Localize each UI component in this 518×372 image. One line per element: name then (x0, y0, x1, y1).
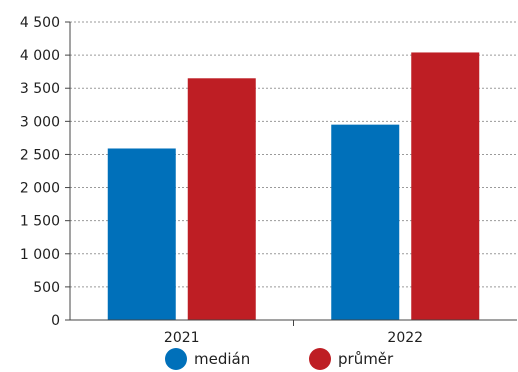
y-tick-label: 2 500 (20, 147, 60, 163)
bar-medián-2021 (107, 148, 176, 320)
legend-label-průměr: průměr (338, 350, 394, 368)
bar-průměr-2021 (187, 78, 256, 321)
bars-layer (107, 52, 480, 321)
legend-marker-průměr (309, 348, 331, 370)
y-tick-label: 2 000 (20, 181, 60, 197)
legend: medián průměr (165, 348, 394, 370)
x-tick-labels: 2021 2022 (164, 330, 423, 346)
bar-medián-2022 (331, 124, 400, 321)
y-tick-label: 3 000 (20, 114, 60, 130)
axes-layer (65, 21, 517, 326)
y-tick-labels: 0 500 1 000 1 500 2 000 2 500 3 000 3 500 4 000 4… (20, 15, 60, 329)
legend-label-medián: medián (194, 350, 250, 368)
y-tick-label: 1 000 (20, 247, 60, 263)
x-tick-label: 2022 (387, 330, 423, 346)
y-tick-label: 0 (51, 313, 60, 329)
y-tick-label: 4 500 (20, 15, 60, 31)
x-tick-label: 2021 (164, 330, 200, 346)
legend-marker-medián (165, 348, 187, 370)
y-tick-label: 4 000 (20, 48, 60, 64)
y-tick-label: 1 500 (20, 214, 60, 230)
bar-průměr-2022 (411, 52, 480, 321)
y-tick-label: 3 500 (20, 81, 60, 97)
y-tick-label: 500 (33, 280, 60, 296)
